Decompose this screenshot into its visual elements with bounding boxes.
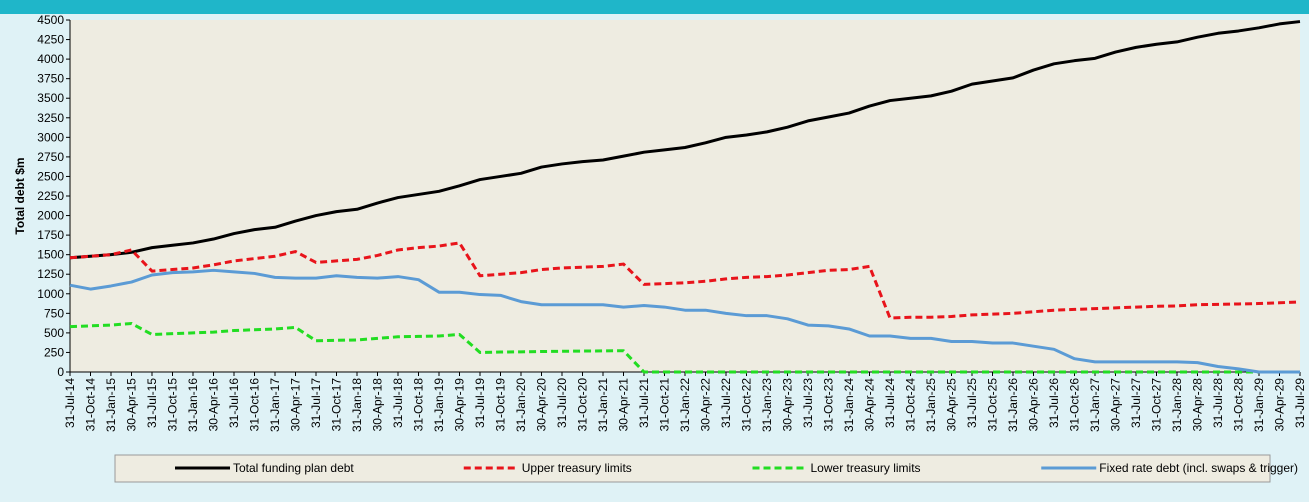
x-tick-label: 31-Jan-25	[924, 378, 938, 432]
y-tick-label: 3750	[37, 72, 64, 86]
x-tick-label: 30-Apr-23	[781, 378, 795, 432]
y-tick-label: 2250	[37, 189, 64, 203]
x-tick-label: 30-Apr-19	[453, 378, 467, 432]
x-tick-label: 31-Jan-16	[186, 378, 200, 432]
x-tick-label: 31-Oct-16	[248, 378, 262, 432]
x-tick-label: 31-Jul-20	[555, 378, 569, 428]
x-tick-label: 30-Apr-21	[617, 378, 631, 432]
x-tick-label: 31-Jan-19	[432, 378, 446, 432]
x-tick-label: 31-Jul-16	[227, 378, 241, 428]
y-tick-label: 750	[44, 306, 64, 320]
x-tick-label: 31-Oct-28	[1232, 378, 1246, 432]
legend-label: Upper treasury limits	[522, 461, 632, 475]
x-tick-label: 31-Jan-17	[268, 378, 282, 432]
x-tick-label: 31-Jul-14	[63, 378, 77, 428]
series-line	[69, 241, 1301, 320]
x-tick-label: 31-Oct-19	[494, 378, 508, 432]
x-tick-label: 31-Jul-26	[1047, 378, 1061, 428]
x-tick-label: 31-Jul-19	[473, 378, 487, 428]
y-tick-label: 2000	[37, 209, 64, 223]
x-tick-label: 31-Oct-23	[822, 378, 836, 432]
x-tick-label: 31-Oct-15	[166, 378, 180, 432]
x-tick-label: 31-Oct-20	[576, 378, 590, 432]
x-tick-label: 31-Oct-26	[1068, 378, 1082, 432]
y-tick-label: 1250	[37, 267, 64, 281]
header-band	[0, 0, 1309, 14]
x-tick-label: 31-Jan-18	[350, 378, 364, 432]
legend-label: Lower treasury limits	[811, 461, 921, 475]
x-tick-label: 30-Apr-25	[945, 378, 959, 432]
x-tick-label: 30-Apr-27	[1109, 378, 1123, 432]
x-tick-label: 31-Oct-27	[1150, 378, 1164, 432]
x-tick-label: 31-Jan-28	[1170, 378, 1184, 432]
x-tick-label: 30-Apr-24	[863, 378, 877, 432]
x-tick-label: 30-Apr-18	[371, 378, 385, 432]
x-tick-label: 31-Oct-21	[658, 378, 672, 432]
y-tick-label: 2750	[37, 150, 64, 164]
x-tick-label: 31-Jul-28	[1211, 378, 1225, 428]
x-tick-label: 30-Apr-29	[1273, 378, 1287, 432]
x-tick-label: 30-Apr-20	[535, 378, 549, 432]
y-tick-label: 4250	[37, 33, 64, 47]
x-tick-label: 31-Jul-29	[1293, 378, 1307, 428]
x-tick-label: 31-Jan-21	[596, 378, 610, 432]
y-tick-label: 1000	[37, 287, 64, 301]
x-tick-label: 31-Jul-23	[801, 378, 815, 428]
x-tick-label: 31-Oct-18	[412, 378, 426, 432]
x-tick-label: 31-Jul-18	[391, 378, 405, 428]
x-tick-label: 31-Oct-14	[84, 378, 98, 432]
y-tick-label: 2500	[37, 169, 64, 183]
x-tick-label: 31-Oct-17	[330, 378, 344, 432]
series-line	[69, 322, 1300, 374]
x-tick-label: 31-Jan-20	[514, 378, 528, 432]
y-tick-label: 3250	[37, 111, 64, 125]
series-line	[69, 20, 1301, 260]
y-tick-label: 0	[57, 365, 64, 379]
x-tick-label: 30-Apr-28	[1191, 378, 1205, 432]
x-tick-label: 30-Apr-22	[699, 378, 713, 432]
legend-label: Fixed rate debt (incl. swaps & trigger)	[1099, 461, 1298, 475]
x-tick-label: 31-Jan-15	[104, 378, 118, 432]
x-tick-label: 31-Jul-15	[145, 378, 159, 428]
y-tick-label: 4000	[37, 52, 64, 66]
x-tick-label: 31-Jul-17	[309, 378, 323, 428]
x-tick-label: 30-Apr-15	[125, 378, 139, 432]
x-tick-label: 31-Jul-27	[1129, 378, 1143, 428]
x-tick-label: 31-Jul-22	[719, 378, 733, 428]
y-tick-label: 250	[44, 345, 64, 359]
x-tick-label: 31-Oct-22	[740, 378, 754, 432]
x-tick-label: 31-Jul-24	[883, 378, 897, 428]
x-tick-label: 31-Jan-27	[1088, 378, 1102, 432]
x-tick-label: 31-Jan-24	[842, 378, 856, 432]
y-tick-label: 4500	[37, 13, 64, 27]
y-tick-label: 3500	[37, 91, 64, 105]
plot-area	[70, 20, 1300, 372]
series-line	[69, 268, 1300, 374]
x-tick-label: 31-Jan-22	[678, 378, 692, 432]
y-tick-label: 1500	[37, 248, 64, 262]
x-tick-label: 30-Apr-16	[207, 378, 221, 432]
x-tick-label: 31-Oct-24	[904, 378, 918, 432]
x-tick-label: 31-Jan-29	[1252, 378, 1266, 432]
x-tick-label: 31-Jul-21	[637, 378, 651, 428]
x-tick-label: 31-Jan-23	[760, 378, 774, 432]
x-tick-label: 31-Jul-25	[965, 378, 979, 428]
y-tick-label: 3000	[37, 130, 64, 144]
y-tick-label: 500	[44, 326, 64, 340]
y-axis-title: Total debt $m	[13, 157, 27, 234]
y-tick-label: 1750	[37, 228, 64, 242]
x-tick-label: 31-Oct-25	[986, 378, 1000, 432]
x-tick-label: 31-Jan-26	[1006, 378, 1020, 432]
x-tick-label: 30-Apr-26	[1027, 378, 1041, 432]
x-tick-label: 30-Apr-17	[289, 378, 303, 432]
legend-label: Total funding plan debt	[233, 461, 354, 475]
